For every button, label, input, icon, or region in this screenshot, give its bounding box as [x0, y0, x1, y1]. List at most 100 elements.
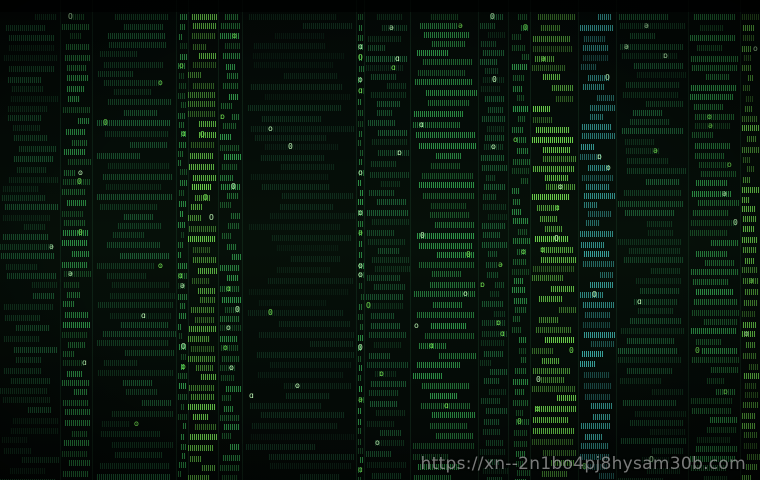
data-row-segment [279, 321, 352, 327]
data-row-segment [359, 25, 362, 31]
data-row-segment [742, 116, 757, 122]
circle-glyph: 0 [231, 182, 236, 191]
data-row-segment [701, 171, 736, 177]
data-row-segment [64, 220, 85, 226]
data-row-segment [120, 253, 171, 259]
data-row-segment [181, 354, 186, 360]
circle-glyph: ɑ [181, 129, 186, 138]
data-row-segment [368, 120, 396, 126]
circle-glyph: 0 [358, 343, 363, 352]
data-row-segment [220, 465, 239, 471]
data-row-segment [181, 102, 187, 108]
circle-glyph: ɑ [555, 203, 560, 212]
data-row-segment [743, 85, 750, 91]
data-row-segment [282, 193, 354, 199]
data-row-segment [68, 342, 87, 348]
data-row-segment [257, 352, 354, 358]
circle-glyph: ɑ [419, 120, 424, 129]
data-row-segment [366, 294, 405, 300]
data-row-segment [178, 93, 186, 99]
data-row-segment [532, 137, 575, 143]
data-row-segment [586, 184, 611, 190]
data-row-segment [600, 272, 614, 278]
data-row-segment [367, 421, 395, 427]
data-row-segment [744, 432, 758, 438]
data-row-segment [543, 156, 577, 162]
data-row-segment [126, 389, 158, 395]
data-row-segment [220, 145, 240, 151]
data-row-segment [423, 59, 474, 65]
data-row-segment [742, 14, 760, 20]
data-row-segment [512, 287, 525, 293]
data-row-segment [743, 216, 758, 222]
data-row-segment [380, 430, 402, 436]
circle-glyph: O [554, 234, 559, 243]
data-row-segment [270, 213, 356, 219]
data-row-segment [585, 312, 612, 318]
data-row-segment [538, 14, 576, 20]
data-row-segment [627, 168, 686, 174]
data-row-segment [371, 381, 406, 387]
data-row-segment [62, 189, 87, 195]
data-row-segment [488, 32, 505, 38]
circle-glyph: ɑ [82, 358, 87, 367]
data-row-segment [14, 156, 54, 162]
data-row-segment [179, 83, 188, 89]
data-row-segment [371, 74, 396, 80]
data-row-segment [22, 457, 60, 463]
data-row-segment [370, 401, 398, 407]
data-row-segment [490, 369, 507, 375]
data-row-segment [358, 99, 361, 105]
data-row-segment [486, 262, 498, 268]
data-row-segment [125, 350, 176, 356]
data-row-segment [368, 36, 401, 42]
data-row-segment [66, 44, 91, 50]
data-row-segment [693, 279, 729, 285]
circle-glyph: ʘ [558, 182, 563, 191]
data-row-segment [521, 178, 529, 184]
data-row-segment [533, 46, 574, 52]
circle-glyph: 0 [569, 346, 574, 355]
data-row-segment [359, 252, 363, 258]
data-row-segment [481, 340, 505, 346]
data-row-segment [742, 65, 751, 71]
data-row-segment [178, 373, 187, 379]
data-row-segment [222, 297, 241, 303]
circle-glyph: o [158, 78, 163, 87]
data-row-segment [35, 14, 56, 20]
data-row-segment [517, 148, 529, 154]
data-row-segment [227, 275, 240, 281]
data-row-segment [533, 166, 575, 172]
data-row-segment [590, 282, 613, 288]
circle-glyph: ɒ [480, 280, 485, 289]
data-row-segment [225, 43, 240, 49]
data-row-segment [370, 172, 410, 178]
data-row-segment [64, 440, 90, 446]
data-row-segment [381, 181, 401, 187]
data-row-segment [63, 351, 75, 357]
data-row-segment [193, 175, 217, 181]
data-row-segment [258, 372, 344, 378]
circle-glyph: ʘ [78, 168, 83, 177]
data-row-segment [358, 314, 363, 320]
data-row-segment [358, 335, 364, 341]
data-row-segment [430, 393, 458, 399]
data-row-segment [557, 395, 577, 401]
data-row-segment [559, 307, 578, 313]
data-row-segment [581, 64, 597, 70]
data-row-segment [430, 282, 476, 288]
data-row-segment [690, 35, 736, 41]
data-row-segment [178, 471, 182, 477]
data-row-segment [221, 103, 232, 109]
data-row-segment [432, 271, 462, 277]
data-row-segment [693, 210, 729, 216]
circle-glyph: ɑ [358, 465, 363, 474]
data-row-segment [490, 291, 501, 297]
data-row-segment [368, 303, 404, 309]
circle-glyph: o [414, 321, 419, 330]
data-row-segment [227, 193, 240, 199]
data-row-segment [181, 434, 185, 440]
data-row-segment [179, 201, 187, 207]
data-row-segment [115, 452, 163, 458]
